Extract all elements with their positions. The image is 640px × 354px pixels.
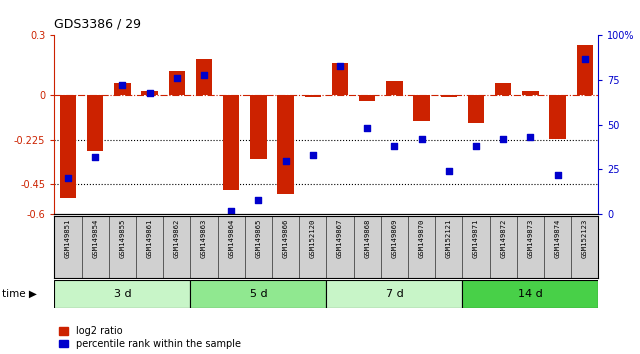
Point xyxy=(172,75,182,81)
Point xyxy=(417,136,427,142)
Text: GSM149869: GSM149869 xyxy=(392,219,397,258)
Bar xyxy=(550,95,566,139)
Bar xyxy=(305,95,321,97)
Text: GSM149867: GSM149867 xyxy=(337,219,343,258)
Text: GSM149873: GSM149873 xyxy=(527,219,533,258)
Point xyxy=(471,143,481,149)
Bar xyxy=(196,59,212,95)
FancyBboxPatch shape xyxy=(191,280,326,308)
Bar xyxy=(278,95,294,194)
Bar xyxy=(250,95,267,159)
Point xyxy=(280,158,291,164)
Text: GDS3386 / 29: GDS3386 / 29 xyxy=(54,17,141,30)
Point xyxy=(226,208,236,213)
Bar xyxy=(413,95,430,121)
Point xyxy=(199,72,209,78)
Point xyxy=(335,63,345,69)
FancyBboxPatch shape xyxy=(326,280,463,308)
Point xyxy=(63,176,73,181)
Bar xyxy=(495,83,511,95)
Bar xyxy=(387,81,403,95)
Point xyxy=(498,136,508,142)
FancyBboxPatch shape xyxy=(54,280,191,308)
Point xyxy=(580,56,590,62)
Text: 14 d: 14 d xyxy=(518,289,543,299)
Text: GSM149864: GSM149864 xyxy=(228,219,234,258)
Bar xyxy=(441,95,457,97)
Text: GSM149851: GSM149851 xyxy=(65,219,71,258)
Text: GSM149863: GSM149863 xyxy=(201,219,207,258)
Text: GSM149874: GSM149874 xyxy=(555,219,561,258)
Point xyxy=(90,154,100,160)
Point xyxy=(145,90,155,96)
Point xyxy=(253,197,264,203)
Text: GSM149866: GSM149866 xyxy=(283,219,289,258)
Bar xyxy=(60,95,76,198)
Bar xyxy=(359,95,376,101)
Text: time ▶: time ▶ xyxy=(2,289,36,299)
Legend: log2 ratio, percentile rank within the sample: log2 ratio, percentile rank within the s… xyxy=(60,326,241,349)
Bar xyxy=(87,95,104,150)
Text: GSM149861: GSM149861 xyxy=(147,219,152,258)
Text: GSM149868: GSM149868 xyxy=(364,219,370,258)
Text: GSM152120: GSM152120 xyxy=(310,219,316,258)
Point xyxy=(444,169,454,174)
Text: GSM152121: GSM152121 xyxy=(446,219,452,258)
Text: GSM152123: GSM152123 xyxy=(582,219,588,258)
FancyBboxPatch shape xyxy=(463,280,598,308)
Bar xyxy=(169,71,185,95)
Bar xyxy=(522,91,539,95)
Bar xyxy=(141,91,158,95)
Point xyxy=(389,143,399,149)
Bar xyxy=(115,83,131,95)
Text: 3 d: 3 d xyxy=(113,289,131,299)
Bar xyxy=(332,63,348,95)
Text: GSM149872: GSM149872 xyxy=(500,219,506,258)
Point xyxy=(362,126,372,131)
Text: 5 d: 5 d xyxy=(250,289,268,299)
Point xyxy=(117,82,127,88)
Text: GSM149865: GSM149865 xyxy=(255,219,261,258)
Bar xyxy=(468,95,484,123)
Text: GSM149862: GSM149862 xyxy=(174,219,180,258)
Point xyxy=(525,135,536,140)
Text: GSM149855: GSM149855 xyxy=(120,219,125,258)
Bar xyxy=(577,45,593,95)
Text: GSM149870: GSM149870 xyxy=(419,219,424,258)
Bar xyxy=(223,95,239,190)
Point xyxy=(552,172,563,178)
Text: GSM149871: GSM149871 xyxy=(473,219,479,258)
Text: 7 d: 7 d xyxy=(385,289,403,299)
Point xyxy=(308,152,318,158)
Text: GSM149854: GSM149854 xyxy=(92,219,98,258)
